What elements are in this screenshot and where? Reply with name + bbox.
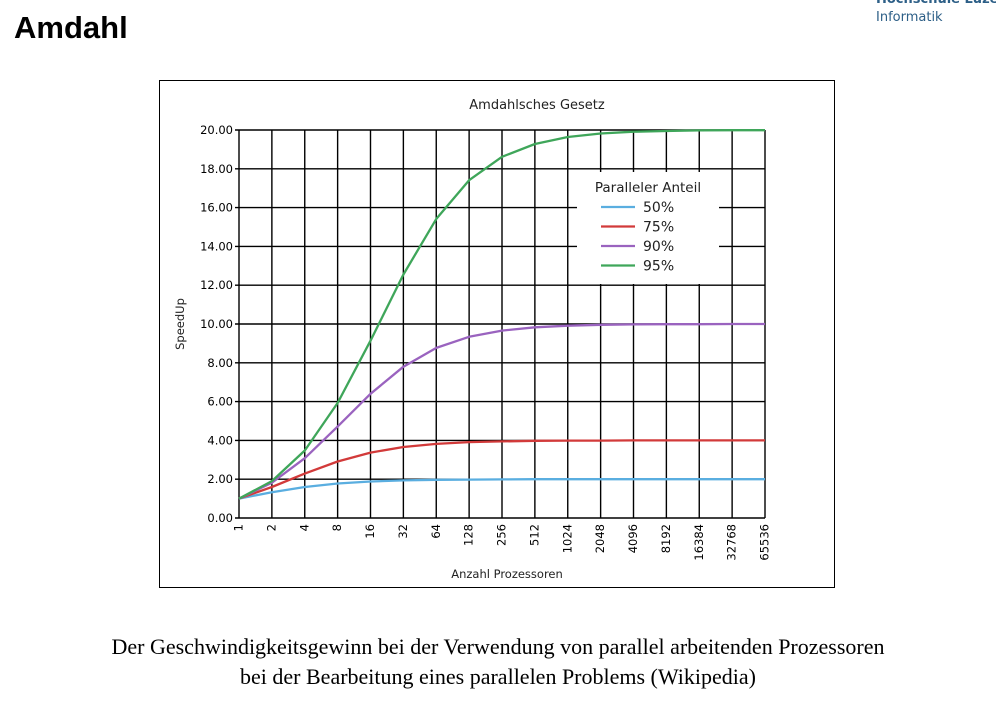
series-line-50pct [238, 478, 765, 500]
x-tick-label: 128 [462, 524, 476, 546]
y-tick-label: 20.00 [200, 123, 233, 137]
x-tick-label: 8 [330, 524, 344, 531]
x-tick-label: 1 [232, 524, 246, 531]
y-tick-label: 0.00 [207, 511, 233, 525]
legend-title: Paralleler Anteil [595, 180, 701, 196]
y-tick-label: 14.00 [200, 239, 233, 253]
x-tick-label: 4096 [626, 524, 640, 553]
chart-frame: 0.00 2.00 4.00 6.00 8.00 10.00 12.00 14.00 16.00… [159, 80, 835, 588]
logo-line-1: Hochschule Luze [876, 0, 996, 8]
x-tick-label: 8192 [659, 524, 673, 553]
x-tick-label: 64 [429, 524, 443, 539]
legend-label: 90% [643, 239, 674, 255]
slide-title: Amdahl [14, 10, 128, 45]
x-tick-label: 16 [363, 524, 377, 539]
x-tick-label: 4 [297, 524, 311, 531]
series-line-75pct [238, 439, 765, 500]
y-axis-label: SpeedUp [173, 298, 187, 350]
y-tick-label: 18.00 [200, 162, 233, 176]
y-tick-label: 4.00 [207, 433, 233, 447]
figure-caption: Der Geschwindigkeitsgewinn bei der Verwe… [0, 632, 996, 692]
institution-logo: Hochschule Luze Informatik [876, 0, 996, 36]
legend-box [577, 172, 719, 284]
x-tick-label: 65536 [758, 524, 772, 561]
amdahl-chart: 0.00 2.00 4.00 6.00 8.00 10.00 12.00 14.00 16.00… [173, 98, 772, 581]
x-axis-label: Anzahl Prozessoren [451, 567, 563, 581]
x-tick-label: 512 [527, 524, 541, 546]
y-tick-label: 12.00 [200, 278, 233, 292]
x-tick-label: 32768 [725, 524, 739, 561]
series-line-95pct [238, 129, 765, 500]
y-tick-label: 16.00 [200, 201, 233, 215]
x-tick-label: 256 [495, 524, 509, 546]
legend-label: 75% [643, 220, 674, 236]
x-tick-label: 16384 [692, 524, 706, 561]
series-line-90pct [238, 322, 765, 500]
y-tick-label: 8.00 [207, 356, 233, 370]
x-tick-label: 32 [396, 524, 410, 539]
y-tick-label: 10.00 [200, 317, 233, 331]
y-tick-label: 2.00 [207, 472, 233, 486]
x-tick-label: 2 [264, 524, 278, 531]
chart-title: Amdahlsches Gesetz [469, 98, 605, 113]
x-tick-label: 2048 [593, 524, 607, 553]
logo-line-2: Informatik [876, 10, 943, 25]
legend-label: 50% [643, 200, 674, 216]
x-tick-label: 1024 [560, 524, 574, 553]
legend-label: 95% [643, 259, 674, 275]
caption-line-2: bei der Bearbeitung eines parallelen Pro… [240, 664, 756, 689]
y-tick-label: 6.00 [207, 395, 233, 409]
caption-line-1: Der Geschwindigkeitsgewinn bei der Verwe… [111, 634, 885, 659]
